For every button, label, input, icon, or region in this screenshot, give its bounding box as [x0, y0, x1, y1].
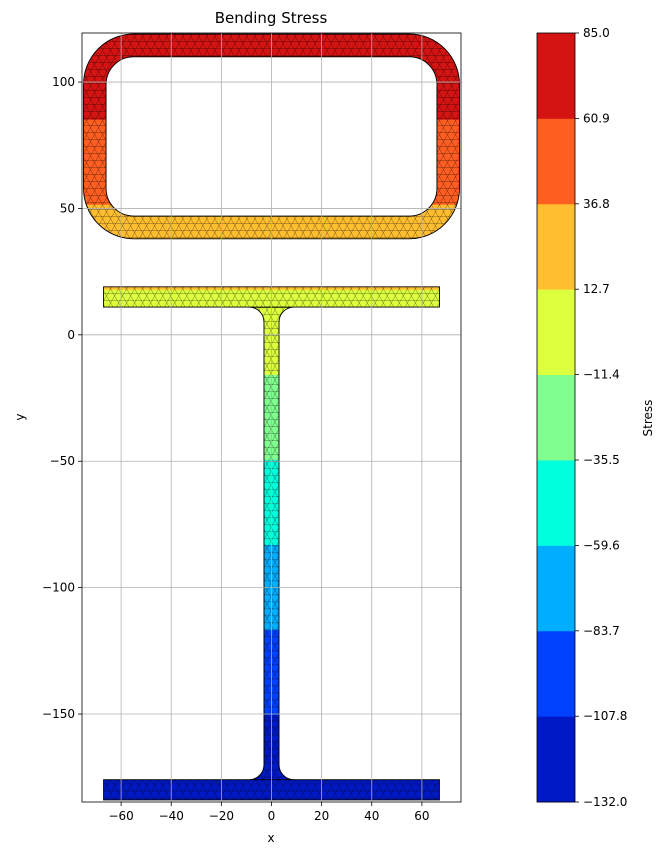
colorbar-band	[537, 460, 575, 546]
y-tick-label: 100	[52, 75, 75, 89]
y-axis-label: y	[13, 413, 27, 420]
colorbar-bands	[537, 33, 575, 803]
colorbar-band	[537, 118, 575, 205]
colorbar-band	[537, 33, 575, 119]
y-tick-label: −150	[42, 707, 75, 721]
x-axis-label: x	[267, 831, 274, 845]
colorbar: −132.0 −107.8 −83.7 −59.6 −35.5 −11.4 12.7 36.8…	[536, 26, 655, 809]
grid-lines	[82, 33, 461, 802]
colorbar-tick-label: 12.7	[583, 282, 610, 296]
colorbar-band	[537, 545, 575, 632]
colorbar-tick-label: −11.4	[583, 368, 620, 382]
colorbar-label: Stress	[641, 400, 655, 437]
x-tick-label: 60	[414, 809, 429, 823]
colorbar-band	[537, 374, 575, 461]
colorbar-tick-label: −35.5	[583, 453, 620, 467]
x-axis-ticks: −60 −40 −20 0 20 40 60	[108, 802, 430, 823]
colorbar-tick-label: −132.0	[583, 795, 627, 809]
colorbar-tick-label: 36.8	[583, 197, 610, 211]
y-tick-label: 0	[67, 328, 75, 342]
colorbar-band	[537, 630, 575, 717]
x-tick-label: 20	[314, 809, 329, 823]
x-tick-label: 0	[268, 809, 276, 823]
colorbar-tick-label: 85.0	[583, 26, 610, 40]
y-tick-label: −50	[50, 454, 75, 468]
colorbar-band	[537, 716, 575, 803]
x-tick-label: −40	[159, 809, 184, 823]
y-axis-ticks: 100 50 0 −50 −100 −150	[42, 75, 82, 721]
y-tick-label: 50	[60, 201, 75, 215]
x-tick-label: −20	[209, 809, 234, 823]
colorbar-tick-label: 60.9	[583, 111, 610, 125]
colorbar-tick-label: −59.6	[583, 538, 620, 552]
x-tick-label: 40	[364, 809, 379, 823]
colorbar-band	[537, 203, 575, 290]
colorbar-tick-label: −83.7	[583, 624, 620, 638]
x-tick-label: −60	[108, 809, 133, 823]
section-outline	[83, 33, 460, 801]
y-tick-label: −100	[42, 581, 75, 595]
colorbar-frame	[536, 32, 576, 803]
colorbar-band	[537, 289, 575, 376]
colorbar-ticks: −132.0 −107.8 −83.7 −59.6 −35.5 −11.4 12.7 36.8…	[575, 26, 627, 809]
colorbar-tick-label: −107.8	[583, 709, 627, 723]
chart-title: Bending Stress	[215, 9, 328, 27]
plot-area	[81, 32, 462, 803]
